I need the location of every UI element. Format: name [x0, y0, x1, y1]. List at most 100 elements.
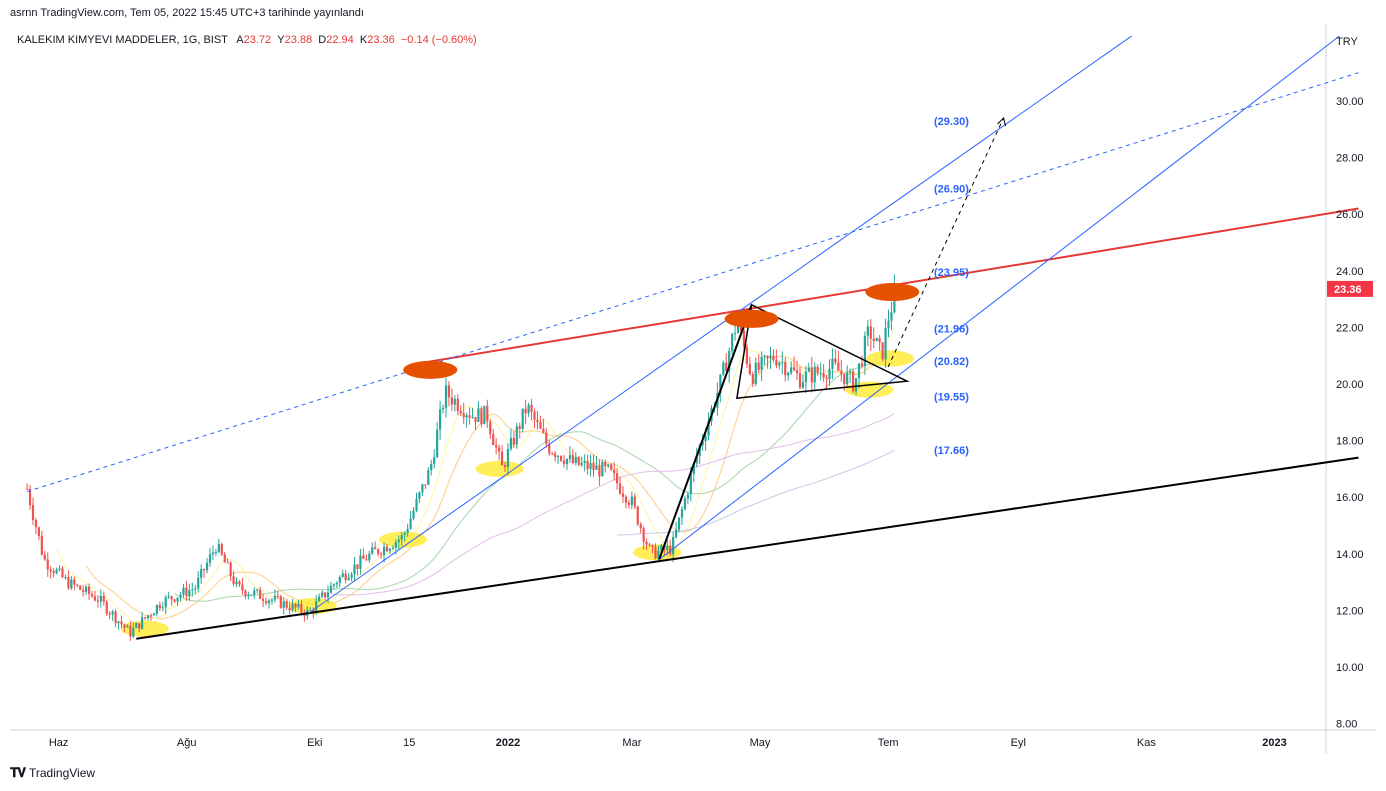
- candle-body: [639, 524, 642, 529]
- candle-body: [866, 326, 869, 336]
- open-value: 23.72: [243, 34, 272, 46]
- candle-body: [677, 517, 681, 530]
- candle-body: [338, 576, 341, 583]
- candle-body: [87, 586, 91, 595]
- triangle-pattern: [736, 303, 910, 399]
- candle-body: [813, 366, 816, 383]
- candle-body: [73, 579, 76, 585]
- price-level-label: (21.96): [934, 324, 969, 336]
- candle-body: [757, 362, 760, 370]
- candle-body: [654, 546, 657, 559]
- candle-body: [194, 588, 197, 590]
- candle-body: [211, 552, 215, 555]
- candle-body: [176, 597, 179, 602]
- candle-body: [574, 456, 577, 464]
- candle-body: [704, 435, 707, 442]
- x-tick-label: Tem: [878, 737, 899, 749]
- candle-body: [223, 554, 226, 563]
- symbol-legend: KALEKIM KIMYEVI MADDELER, 1G, BIST A23.7…: [17, 34, 477, 46]
- candle-body: [26, 488, 29, 490]
- candle-body: [616, 473, 619, 484]
- candle-body: [117, 621, 120, 624]
- y-tick-label: 14.00: [1336, 549, 1364, 561]
- price-chart[interactable]: (29.30) (26.90) (23.95) (21.96) (20.82) (19.5…: [10, 24, 1376, 754]
- candle-body: [214, 552, 217, 554]
- candle-body: [781, 362, 784, 364]
- candle-body: [96, 600, 99, 602]
- candle-body: [368, 553, 371, 561]
- candle-body: [436, 429, 439, 458]
- candle-body: [344, 573, 347, 580]
- moving-average-20: [85, 349, 895, 620]
- candle-body: [341, 573, 344, 577]
- y-tick-label: 16.00: [1336, 492, 1364, 504]
- x-tick-label: Eyl: [1011, 737, 1026, 749]
- projection-arrow-head: [997, 117, 1007, 127]
- candle-body: [857, 363, 861, 379]
- candle-body: [241, 584, 244, 591]
- candle-body: [37, 527, 40, 537]
- candle-body: [633, 496, 636, 507]
- candle-body: [70, 579, 73, 589]
- candle-body: [624, 496, 628, 503]
- resistance-touch-marker: [865, 283, 920, 302]
- y-tick-label: 26.00: [1336, 209, 1364, 221]
- candle-body: [840, 370, 843, 375]
- candle-body: [46, 559, 49, 570]
- candle-body: [146, 615, 150, 619]
- candle-body: [276, 595, 279, 597]
- candle-body: [294, 603, 297, 608]
- candle-body: [884, 327, 887, 360]
- moving-average-200: [617, 449, 895, 536]
- candle-body: [329, 585, 333, 593]
- candle-body: [695, 455, 698, 464]
- low-label: D: [318, 34, 327, 46]
- candle-body: [288, 607, 291, 611]
- x-tick-label: Mar: [622, 737, 641, 749]
- y-tick-label: 24.00: [1336, 266, 1364, 278]
- candle-body: [291, 603, 294, 611]
- candle-body: [332, 584, 335, 586]
- candle-body: [518, 426, 521, 429]
- candle-body: [474, 417, 477, 422]
- candle-body: [28, 488, 32, 506]
- candle-body: [807, 367, 810, 372]
- tradingview-logo-icon: 𝐓𝐕: [10, 765, 26, 780]
- candle-body: [424, 484, 427, 486]
- candle-body: [350, 574, 353, 578]
- y-tick-label: 28.00: [1336, 153, 1364, 165]
- candle-body: [524, 408, 527, 414]
- candle-body: [736, 326, 740, 333]
- symbol-name[interactable]: KALEKIM KIMYEVI MADDELER, 1G, BIST: [17, 34, 228, 46]
- candle-body: [377, 549, 380, 554]
- x-tick-label: Eki: [307, 737, 322, 749]
- candle-body: [825, 377, 828, 380]
- candle-body: [244, 590, 247, 596]
- candle-body: [111, 611, 114, 615]
- candle-body: [869, 326, 872, 339]
- candle-body: [613, 469, 616, 474]
- candle-body: [689, 474, 692, 495]
- support-touch-marker: [475, 460, 524, 477]
- candle-body: [530, 404, 533, 412]
- high-label: Y: [277, 34, 285, 46]
- candle-body: [76, 584, 79, 586]
- price-level-label: (17.66): [934, 445, 969, 457]
- candle-body: [672, 537, 675, 555]
- candle-body: [610, 464, 613, 470]
- candle-body: [380, 553, 383, 555]
- candle-body: [539, 421, 542, 429]
- resistance-touch-marker: [724, 309, 779, 328]
- candle-body: [102, 595, 105, 602]
- candle-body: [444, 385, 448, 408]
- flagpole-line: [658, 304, 753, 560]
- candle-body: [822, 372, 825, 378]
- candle-body: [831, 358, 834, 369]
- candle-body: [787, 372, 790, 376]
- tradingview-branding[interactable]: 𝐓𝐕 TradingView: [10, 765, 95, 781]
- candle-body: [660, 545, 663, 551]
- candle-body: [669, 545, 672, 555]
- price-level-label: (23.95): [934, 267, 969, 279]
- x-tick-label: 2023: [1262, 737, 1286, 749]
- candle-body: [34, 519, 38, 528]
